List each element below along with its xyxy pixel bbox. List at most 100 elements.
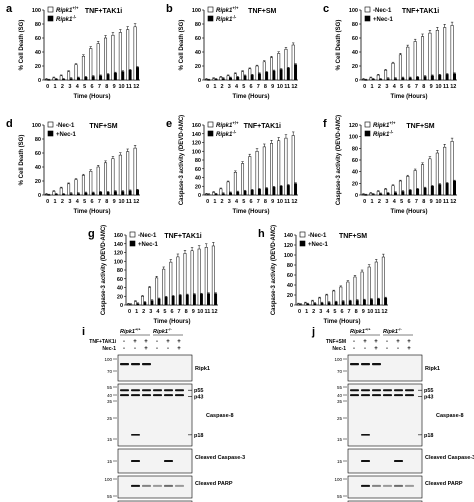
y-tick-label: 120 xyxy=(284,243,293,249)
y-tick-label: 40 xyxy=(35,50,41,56)
x-tick-label: 11 xyxy=(126,84,132,90)
treatment-mark: + xyxy=(363,339,367,345)
treatment-mark: + xyxy=(166,339,170,345)
bar-filled xyxy=(121,71,125,81)
x-tick-label: 2 xyxy=(378,84,381,90)
bar-open xyxy=(428,158,432,196)
treatment-mark: - xyxy=(353,346,355,352)
blot-strip xyxy=(117,383,193,447)
legend-swatch xyxy=(207,6,214,13)
blot-band xyxy=(405,389,414,392)
bar-filled xyxy=(313,303,317,306)
blot-band xyxy=(164,460,173,462)
bar-open xyxy=(96,166,100,196)
treatment-mark: - xyxy=(386,339,388,345)
treatment-mark: - xyxy=(123,346,125,352)
mw-marker-label: 25 xyxy=(337,416,343,421)
bar-filled xyxy=(279,69,283,81)
bar-open xyxy=(126,29,130,81)
blot-band xyxy=(131,460,140,462)
x-tick-label: 9 xyxy=(430,199,433,205)
bar-open xyxy=(332,290,336,306)
bar-filled xyxy=(236,191,240,196)
bar-open xyxy=(376,191,380,196)
x-tick-label: 12 xyxy=(291,84,297,90)
blot-strip xyxy=(117,475,193,499)
x-tick-label: 1 xyxy=(305,309,308,315)
x-axis-label: Time (Hours) xyxy=(324,319,361,325)
x-tick-label: 7 xyxy=(257,84,260,90)
band-label: p18 xyxy=(194,433,203,439)
legend-swatch xyxy=(207,130,214,137)
legend-swatch xyxy=(47,130,54,137)
blot-band xyxy=(361,484,370,487)
y-tick-label: 140 xyxy=(114,242,123,248)
bar-open xyxy=(248,68,252,81)
x-tick-label: 5 xyxy=(83,199,86,205)
legend-label: Ripk1+/+ xyxy=(56,6,79,15)
blot-band xyxy=(361,460,370,462)
x-tick-label: 5 xyxy=(333,309,336,315)
y-tick-label: 80 xyxy=(35,137,41,143)
legend-swatch xyxy=(47,15,54,22)
bar-filled xyxy=(99,75,103,81)
chart-panel-h: h TNF+SM Caspase-3 activity (DEVD-AMC) Time… xyxy=(258,225,388,325)
bar-open xyxy=(233,73,237,81)
x-tick-label: 12 xyxy=(450,199,456,205)
bar-open xyxy=(81,175,85,196)
bar-open xyxy=(255,151,259,196)
bar-filled xyxy=(178,295,182,306)
x-tick-label: 2 xyxy=(221,84,224,90)
legend-label: Ripk1-/- xyxy=(216,15,237,24)
band-label: p18 xyxy=(424,433,433,439)
bar-open xyxy=(45,79,48,81)
blot-band xyxy=(131,363,140,366)
x-tick-label: 12 xyxy=(211,309,217,315)
x-tick-label: 11 xyxy=(443,199,449,205)
blot-band xyxy=(131,484,140,487)
blot-panel-j: j Ripk1+/+ Ripk1-/-TNF+SM - + + - + +Nec-1- - + - - +… xyxy=(311,326,474,502)
blot-band xyxy=(361,394,370,397)
x-tick-label: 10 xyxy=(277,199,283,205)
chart-panel-b: b TNF+SM% Cell Death (SG)Time (Hours)0204… xyxy=(166,3,298,100)
bar-open xyxy=(104,37,108,81)
bar-open xyxy=(155,277,159,306)
bar-filled xyxy=(99,191,103,196)
y-tick-label: 0 xyxy=(355,78,358,84)
bar-open xyxy=(89,170,93,196)
bar-filled xyxy=(214,193,218,196)
bar-filled xyxy=(207,293,210,306)
x-tick-label: 4 xyxy=(76,199,80,205)
x-tick-label: 9 xyxy=(113,84,116,90)
bar-open xyxy=(89,48,93,81)
y-tick-label: 40 xyxy=(287,283,293,289)
bar-filled xyxy=(430,75,434,81)
legend-label: +Nec-1 xyxy=(56,132,77,138)
bar-open xyxy=(226,181,230,196)
y-tick-label: 160 xyxy=(192,123,201,129)
mw-marker-label: 70 xyxy=(107,369,113,374)
bar-filled xyxy=(371,194,375,196)
x-tick-label: 8 xyxy=(264,199,267,205)
blot-band xyxy=(394,460,403,462)
y-axis-label: Caspase-3 activity (DEVD-AMC) xyxy=(101,225,107,315)
bar-filled xyxy=(393,78,397,81)
chart-panel-g: g TNF+TAK1i Caspase-3 activity (DEVD-AMC) T… xyxy=(88,225,218,325)
mw-marker-label: 55 xyxy=(107,494,113,499)
x-tick-label: 6 xyxy=(407,199,410,205)
bar-filled xyxy=(279,186,283,196)
bar-filled xyxy=(272,186,276,196)
genotype-label: Ripk1-/- xyxy=(383,328,402,336)
y-tick-label: 40 xyxy=(352,170,358,176)
bar-open xyxy=(52,191,56,196)
x-tick-label: 4 xyxy=(235,199,239,205)
bar-filled xyxy=(438,184,442,196)
bar-filled xyxy=(171,296,175,306)
treatment-label: Nec-1 xyxy=(102,346,116,352)
mw-marker-label: 15 xyxy=(337,437,343,442)
y-tick-label: 60 xyxy=(35,151,41,157)
x-tick-label: 1 xyxy=(371,199,374,205)
x-tick-label: 4 xyxy=(393,84,397,90)
bar-filled xyxy=(62,79,66,81)
